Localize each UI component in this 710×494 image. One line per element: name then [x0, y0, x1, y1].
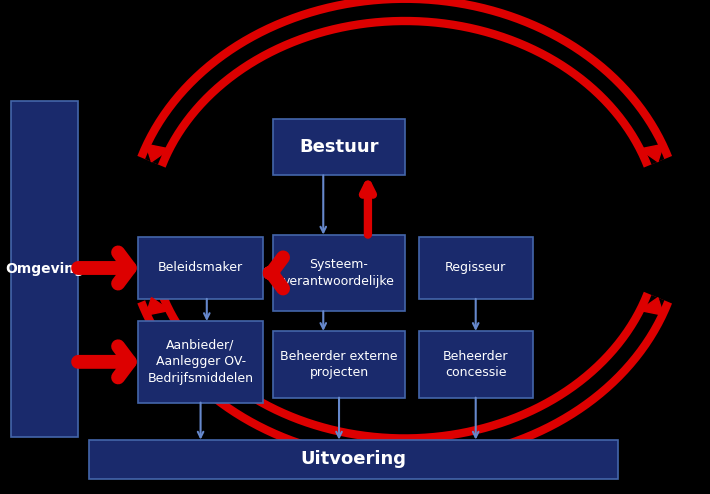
Text: Aanbieder/
Aanlegger OV-
Bedrijfsmiddelen: Aanbieder/ Aanlegger OV- Bedrijfsmiddele… — [148, 339, 253, 385]
Polygon shape — [146, 144, 170, 162]
FancyBboxPatch shape — [138, 237, 263, 299]
FancyBboxPatch shape — [138, 321, 263, 403]
FancyBboxPatch shape — [11, 101, 78, 437]
Polygon shape — [146, 298, 170, 315]
FancyBboxPatch shape — [419, 331, 532, 398]
FancyBboxPatch shape — [273, 331, 405, 398]
Text: Systeem-
verantwoordelijke: Systeem- verantwoordelijke — [283, 258, 395, 288]
Text: Bestuur: Bestuur — [300, 138, 378, 156]
FancyBboxPatch shape — [273, 119, 405, 175]
FancyBboxPatch shape — [419, 237, 532, 299]
FancyBboxPatch shape — [273, 235, 405, 311]
Text: Beleidsmaker: Beleidsmaker — [158, 261, 243, 275]
Polygon shape — [640, 298, 664, 315]
Text: Regisseur: Regisseur — [445, 261, 506, 275]
Polygon shape — [640, 144, 664, 162]
Text: Beheerder
concessie: Beheerder concessie — [443, 350, 508, 379]
Text: Beheerder externe
projecten: Beheerder externe projecten — [280, 350, 398, 379]
Text: Uitvoering: Uitvoering — [300, 451, 406, 468]
FancyBboxPatch shape — [89, 440, 618, 479]
Text: Omgeving: Omgeving — [5, 262, 84, 276]
